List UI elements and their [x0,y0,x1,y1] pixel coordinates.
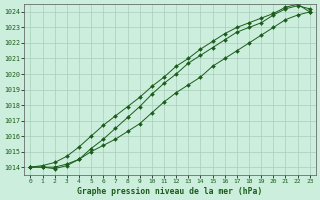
X-axis label: Graphe pression niveau de la mer (hPa): Graphe pression niveau de la mer (hPa) [77,187,263,196]
